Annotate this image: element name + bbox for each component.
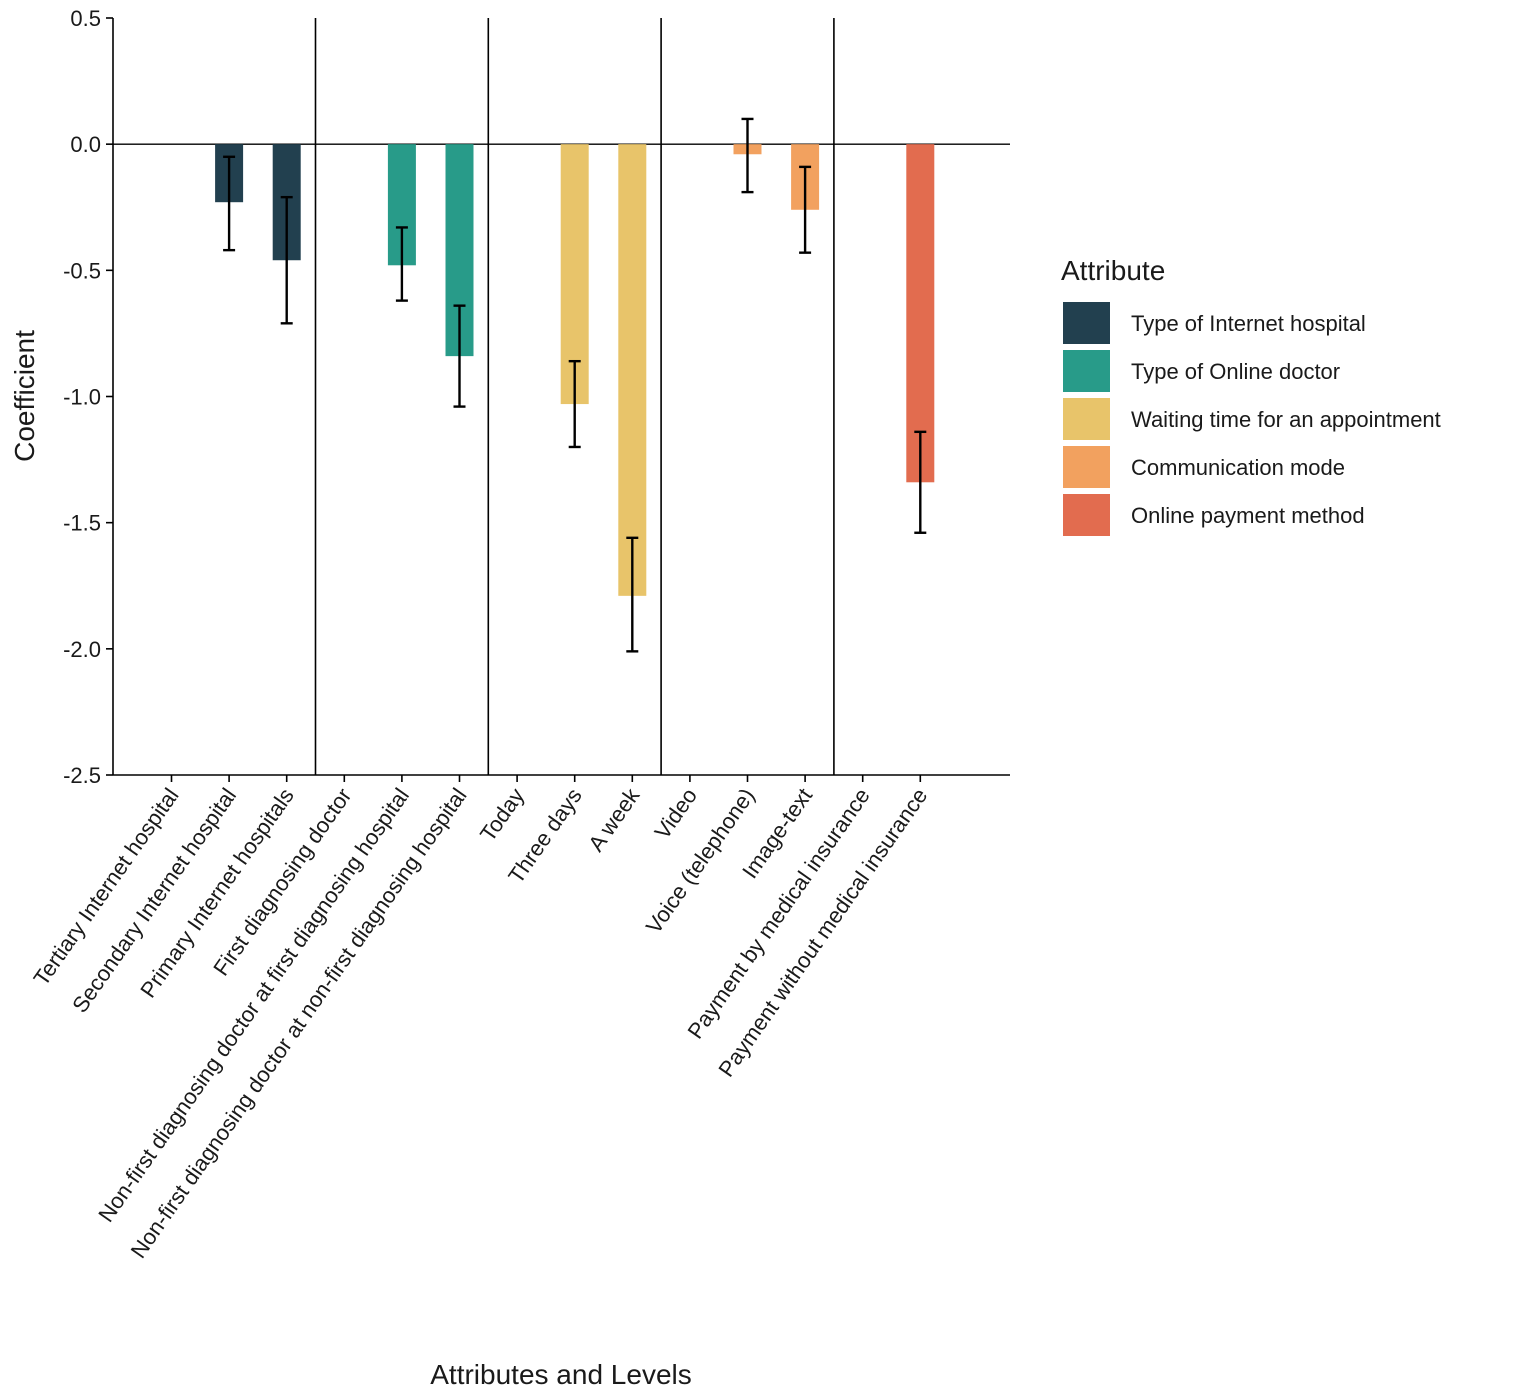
legend-swatch	[1063, 302, 1110, 344]
x-axis-title: Attributes and Levels	[430, 1359, 692, 1390]
x-tick-label: Today	[475, 784, 529, 846]
bar	[906, 144, 935, 483]
legend-label: Online payment method	[1131, 503, 1365, 528]
legend-label: Type of Online doctor	[1131, 359, 1340, 384]
y-tick-label: -1.5	[63, 511, 101, 536]
legend-swatch	[1063, 494, 1110, 536]
y-tick-label: -1.0	[63, 385, 101, 410]
legend-swatch	[1063, 350, 1110, 392]
y-axis-title: Coefficient	[9, 330, 40, 462]
legend-label: Type of Internet hospital	[1131, 311, 1366, 336]
legend-swatch	[1063, 398, 1110, 440]
legend-label: Waiting time for an appointment	[1131, 407, 1441, 432]
y-tick-label: -2.5	[63, 763, 101, 788]
plot-area	[113, 18, 1010, 775]
y-tick-label: -0.5	[63, 258, 101, 283]
x-tick-label: A week	[583, 783, 645, 856]
y-tick-label: -2.0	[63, 637, 101, 662]
y-tick-label: 0.5	[70, 6, 101, 31]
legend-title: Attribute	[1061, 255, 1165, 286]
x-tick-label: Video	[649, 784, 702, 844]
bar	[618, 144, 647, 596]
legend-label: Communication mode	[1131, 455, 1345, 480]
legend: Attribute Type of Internet hospital Type …	[1061, 255, 1441, 536]
y-tick-label: 0.0	[70, 132, 101, 157]
legend-swatch	[1063, 446, 1110, 488]
